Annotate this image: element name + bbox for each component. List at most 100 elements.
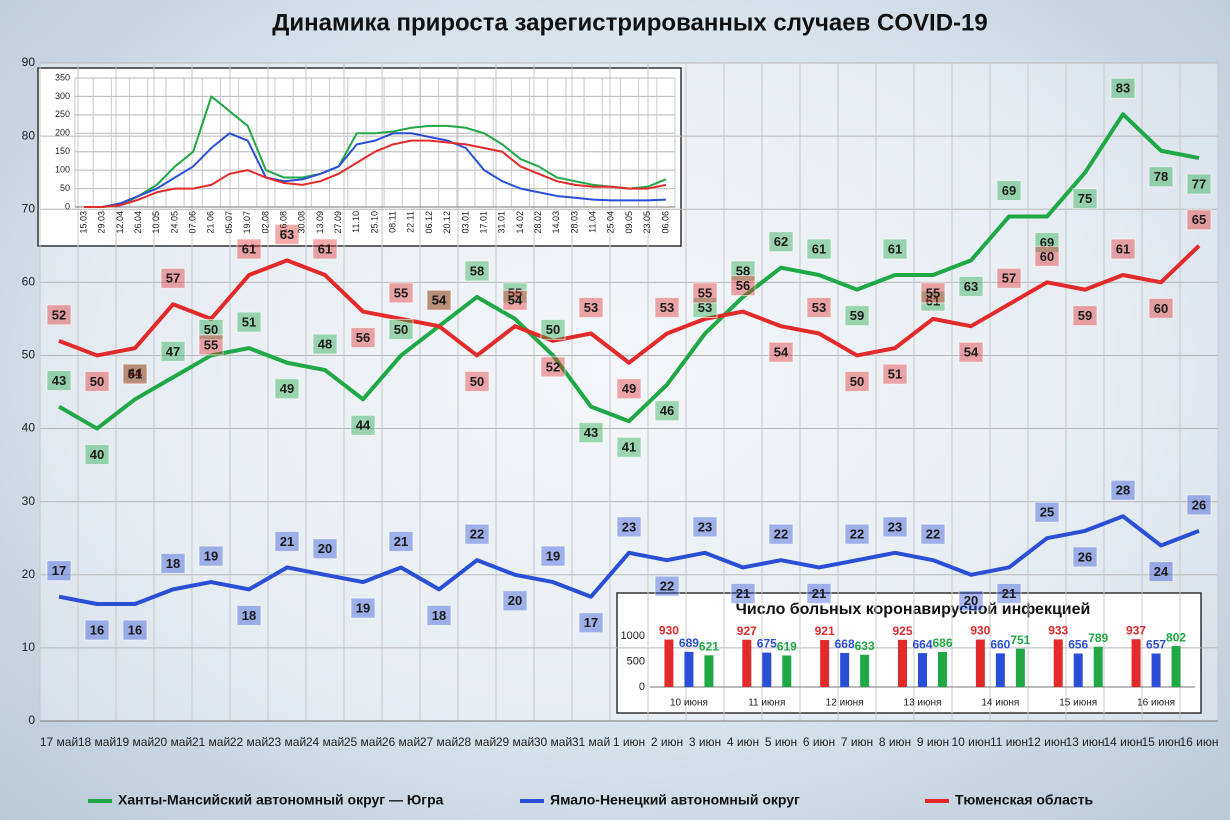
- data-label-box: [84, 370, 110, 392]
- data-label: 25: [1040, 505, 1054, 520]
- data-label-box: [388, 530, 414, 552]
- data-label-box: [882, 516, 908, 538]
- data-label: 51: [242, 315, 256, 330]
- bar: [995, 653, 1005, 687]
- bar: [742, 639, 752, 687]
- x-tick-label: 13 июня: [904, 698, 942, 709]
- x-tick-label: 25.10: [369, 211, 379, 234]
- x-tick-label: 15 июня: [1059, 698, 1097, 709]
- x-tick-label: 8 июн: [878, 735, 912, 749]
- bar: [1073, 653, 1083, 687]
- data-label-box: [1148, 166, 1174, 188]
- x-tick-label: 11 июн: [989, 735, 1029, 749]
- x-tick-label: 07.06: [188, 211, 198, 234]
- data-label: 53: [698, 300, 712, 315]
- y-tick-label: 250: [55, 109, 70, 119]
- data-label: 789: [1088, 631, 1108, 645]
- x-tick-label: 24 май: [305, 735, 345, 749]
- data-label-box: [768, 341, 794, 363]
- y-tick-label: 50: [22, 348, 36, 362]
- x-tick-label: 14 июня: [981, 698, 1019, 709]
- data-label: 83: [1116, 81, 1130, 96]
- data-label-box: [844, 370, 870, 392]
- data-label-box: [768, 231, 794, 253]
- data-label: 61: [318, 241, 332, 256]
- x-tick-label: 17.01: [478, 211, 488, 234]
- data-label: 20: [508, 593, 522, 608]
- data-label: 751: [1010, 633, 1030, 647]
- x-tick-label: 29 май: [495, 735, 535, 749]
- legend-label: Ханты-Мансийский автономный округ — Югра: [118, 792, 444, 808]
- x-tick-label: 30 май: [533, 735, 573, 749]
- legend-label: Тюменская область: [955, 792, 1094, 808]
- data-label-box: [388, 318, 414, 340]
- data-label: 61: [812, 241, 826, 256]
- x-tick-label: 23 май: [267, 735, 307, 749]
- data-label: 802: [1166, 630, 1186, 644]
- data-label: 63: [964, 279, 978, 294]
- x-tick-label: 16 июня: [1137, 698, 1175, 709]
- data-label: 19: [356, 601, 370, 616]
- data-label: 927: [737, 624, 757, 638]
- data-label-box: [692, 282, 718, 304]
- x-tick-label: 18 май: [77, 735, 117, 749]
- y-tick-label: 20: [22, 567, 36, 581]
- data-label: 61: [926, 293, 940, 308]
- data-label-box: [236, 238, 262, 260]
- data-label-box: [46, 370, 72, 392]
- data-label-box: [882, 238, 908, 260]
- data-label: 22: [660, 579, 674, 594]
- data-label: 54: [508, 293, 523, 308]
- data-label-box: [84, 619, 110, 641]
- data-label: 17: [52, 563, 66, 578]
- x-tick-label: 3 июн: [688, 735, 722, 749]
- bar: [1151, 653, 1161, 687]
- data-label-box: [654, 400, 680, 422]
- y-tick-label: 10: [22, 640, 36, 654]
- data-label-box: [350, 327, 376, 349]
- data-label-box: [464, 523, 490, 545]
- data-label: 54: [432, 293, 447, 308]
- data-label: 22: [470, 527, 484, 542]
- data-label-box: [806, 582, 832, 604]
- data-label: 56: [356, 330, 370, 345]
- inset-frame: [37, 67, 682, 247]
- data-label-box: [806, 238, 832, 260]
- x-tick-label: 9 июн: [916, 735, 950, 749]
- data-label: 77: [1192, 176, 1206, 191]
- data-label: 26: [1078, 549, 1092, 564]
- series-line: [84, 95, 667, 208]
- data-label: 55: [698, 285, 712, 300]
- legend-label: Ямало-Ненецкий автономный округ: [550, 792, 800, 808]
- series-line: [84, 139, 667, 208]
- y-tick-label: 200: [55, 128, 70, 138]
- y-tick-label: 80: [22, 128, 36, 142]
- x-tick-label: 24.05: [169, 211, 179, 234]
- data-label-box: [616, 378, 642, 400]
- data-label-box: [274, 223, 300, 245]
- x-tick-label: 10.05: [151, 211, 161, 234]
- series-line: [58, 244, 1201, 365]
- data-label: 26: [1192, 497, 1206, 512]
- data-label-box: [1148, 297, 1174, 319]
- data-label: 50: [470, 374, 484, 389]
- x-tick-label: 19.07: [242, 211, 252, 234]
- data-label: 55: [204, 337, 218, 352]
- data-label-box: [958, 590, 984, 612]
- data-label: 57: [166, 271, 180, 286]
- data-label-box: [160, 552, 186, 574]
- data-label: 55: [394, 285, 408, 300]
- x-tick-label: 28.02: [533, 211, 543, 234]
- x-tick-label: 12.04: [115, 211, 125, 234]
- data-label: 19: [546, 549, 560, 564]
- data-label: 18: [242, 608, 256, 623]
- x-tick-label: 21.06: [206, 211, 216, 234]
- x-tick-label: 11.04: [588, 211, 598, 233]
- data-label-box: [616, 516, 642, 538]
- x-tick-label: 11.10: [351, 211, 361, 233]
- data-label: 23: [622, 519, 636, 534]
- data-label: 57: [1002, 271, 1016, 286]
- data-label: 660: [990, 638, 1010, 652]
